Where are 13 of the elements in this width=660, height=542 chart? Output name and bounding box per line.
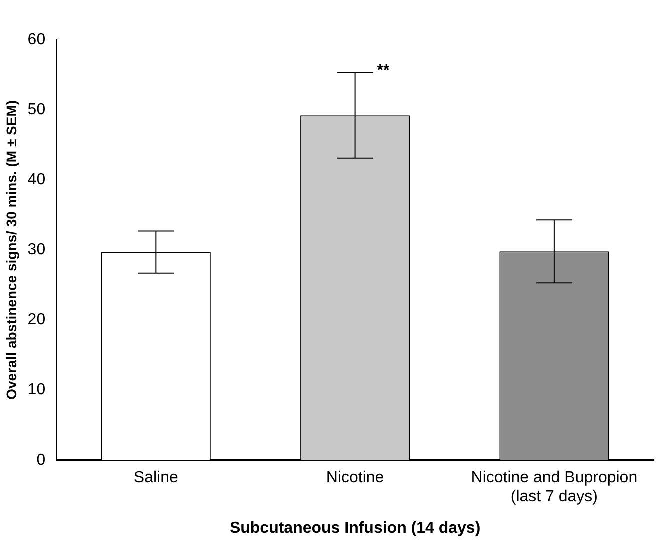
x-tick-label: Nicotine and Bupropion (last 7 days) (471, 469, 638, 506)
annotation: ** (377, 62, 391, 80)
x-axis-title: Subcutaneous Infusion (14 days) (230, 520, 481, 537)
y-tick-label: 60 (28, 31, 46, 48)
y-tick-label: 50 (28, 101, 46, 118)
y-tick-label: 10 (28, 382, 46, 399)
y-axis-title: Overall abstinence signs/ 30 mins. (M ± SEM) (3, 100, 20, 400)
y-tick-label: 40 (28, 172, 46, 189)
y-tick-label: 0 (36, 452, 46, 469)
y-tick-label: 20 (28, 312, 46, 329)
y-tick-label: 30 (28, 242, 46, 259)
x-tick-label: Saline (134, 469, 178, 486)
x-tick-label: Nicotine (326, 469, 384, 486)
